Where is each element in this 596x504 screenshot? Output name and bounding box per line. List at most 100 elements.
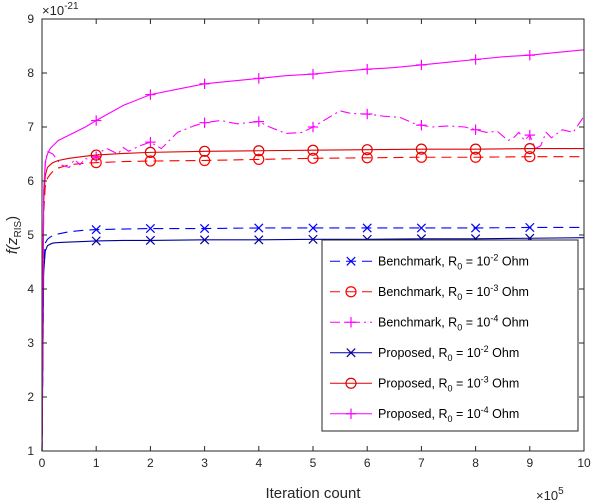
x-exponent-power: 5 [558,486,564,497]
series-2-marker-8 [470,151,482,163]
series-5-marker-4 [253,145,265,157]
series-4-marker-2-b [145,235,156,246]
series-4-marker-5 [308,234,318,244]
series-1-marker-4-b [254,223,264,233]
legend-label-pow: -4 [481,405,489,415]
series-5-marker-8 [470,143,482,155]
series-1-marker-8-b [470,223,481,233]
legend-entry-2: Benchmark, R0 = 10-3 Ohm [330,283,529,302]
legend-label-2: Benchmark, R0 = 10-3 Ohm [378,283,529,302]
legend-label-unit: Ohm [498,254,529,268]
legend-label-pow: -3 [490,283,498,293]
legend-label-unit: Ohm [489,346,520,360]
legend-label-sub: 0 [457,261,462,271]
x-tick-label-5: 5 [310,456,317,470]
series-1-marker-1-b [91,224,101,235]
series-5-marker-3 [199,145,211,157]
legend-label-pow: -2 [481,344,489,354]
legend-label-unit: Ohm [489,376,520,390]
series-6-marker-2 [145,89,156,100]
x-tick-label-7: 7 [418,456,425,470]
legend-label-name: Proposed, R [378,407,447,421]
legend-label-sub: 0 [447,353,452,363]
y-axis-exponent: ×10-21 [42,1,79,18]
series-1-marker-5 [308,223,318,233]
series-4-marker-1 [91,236,101,246]
series-line-5 [41,148,584,452]
y-tick-label-5: 6 [27,174,34,188]
series-6-marker-7 [416,59,427,71]
legend-entry-5: Proposed, R0 = 10-3 Ohm [330,374,519,393]
y-tick-label-0: 1 [27,444,34,458]
legend-marker-6 [345,408,357,419]
series-5-marker-6 [361,144,373,156]
y-exponent-power: -21 [64,1,79,12]
series-1-marker-6 [362,223,372,233]
series-3-marker-6 [362,108,373,120]
legend-entry-4: Proposed, R0 = 10-2 Ohm [330,344,519,363]
series-5-marker-5 [307,144,319,156]
series-1-marker-9 [525,222,535,233]
legend-marker-4-b [346,348,356,358]
series-3 [41,108,585,452]
legend-entry-3: Benchmark, R0 = 10-4 Ohm [330,313,529,332]
legend-label-name: Benchmark, R [378,315,457,329]
x-exponent-base: ×10 [536,488,558,503]
legend-label-unit: Ohm [489,407,520,421]
y-axis-title-main: f(z [4,237,21,254]
series-6-marker-3 [199,78,210,89]
legend-label-sub: 0 [457,322,462,332]
series-6-marker-8 [470,54,481,65]
legend-label-mid: = 10 [462,254,490,268]
x-tick-label-2: 2 [147,456,154,470]
legend-label-5: Proposed, R0 = 10-3 Ohm [378,374,519,393]
legend-marker-1-b [346,256,356,266]
x-axis-exponent: ×105 [536,486,564,503]
series-3-marker-8 [470,124,481,135]
series-1-marker-7 [416,223,427,233]
series-1-marker-6-b [362,223,372,233]
legend-label-4: Proposed, R0 = 10-2 Ohm [378,344,519,363]
y-tick-label-1: 2 [27,390,34,404]
x-axis-title: Iteration count [265,485,361,502]
legend-label-3: Benchmark, R0 = 10-4 Ohm [378,313,529,332]
legend-marker-3 [345,317,357,328]
series-6-marker-5 [307,68,319,80]
series-3-marker-2 [145,136,156,148]
legend-label-name: Benchmark, R [378,254,457,268]
legend-label-mid: = 10 [453,376,481,390]
y-tick-label-7: 8 [27,66,34,80]
x-tick-label-1: 1 [93,456,100,470]
series-5-marker-1 [90,149,102,161]
series-3-marker-3 [199,117,210,128]
legend-box [321,239,579,432]
series-5-marker-2 [144,146,156,158]
series-4-marker-5-b [308,234,318,244]
series-line-6 [41,49,585,452]
legend-label-sub: 0 [457,292,462,302]
x-tick-label-4: 4 [255,456,262,470]
series-5-marker-9 [524,143,536,155]
series-1-marker-5-b [308,223,318,233]
series-6-marker-6 [362,64,373,75]
series-4-marker-2 [145,235,156,246]
series-2-marker-7 [415,151,427,163]
series-line-3 [41,110,585,452]
legend-label-mid: = 10 [462,285,490,299]
series-6 [41,49,585,452]
series-1-marker-1 [91,224,101,235]
y-tick-label-8: 9 [27,12,34,26]
series-line-1 [41,226,584,452]
legend-label-name: Proposed, R [378,376,447,390]
y-axis-title: f(zRIS) [4,216,24,254]
y-axis-title-close: ) [4,216,21,221]
series-4-marker-3-b [199,235,210,245]
series-1-marker-2-b [145,223,156,234]
series-3-marker-9 [524,129,535,141]
series-3-marker-4 [253,116,264,127]
series-1-marker-4 [254,223,264,233]
y-tick-label-6: 7 [27,120,34,134]
series-2-marker-4 [253,153,265,165]
